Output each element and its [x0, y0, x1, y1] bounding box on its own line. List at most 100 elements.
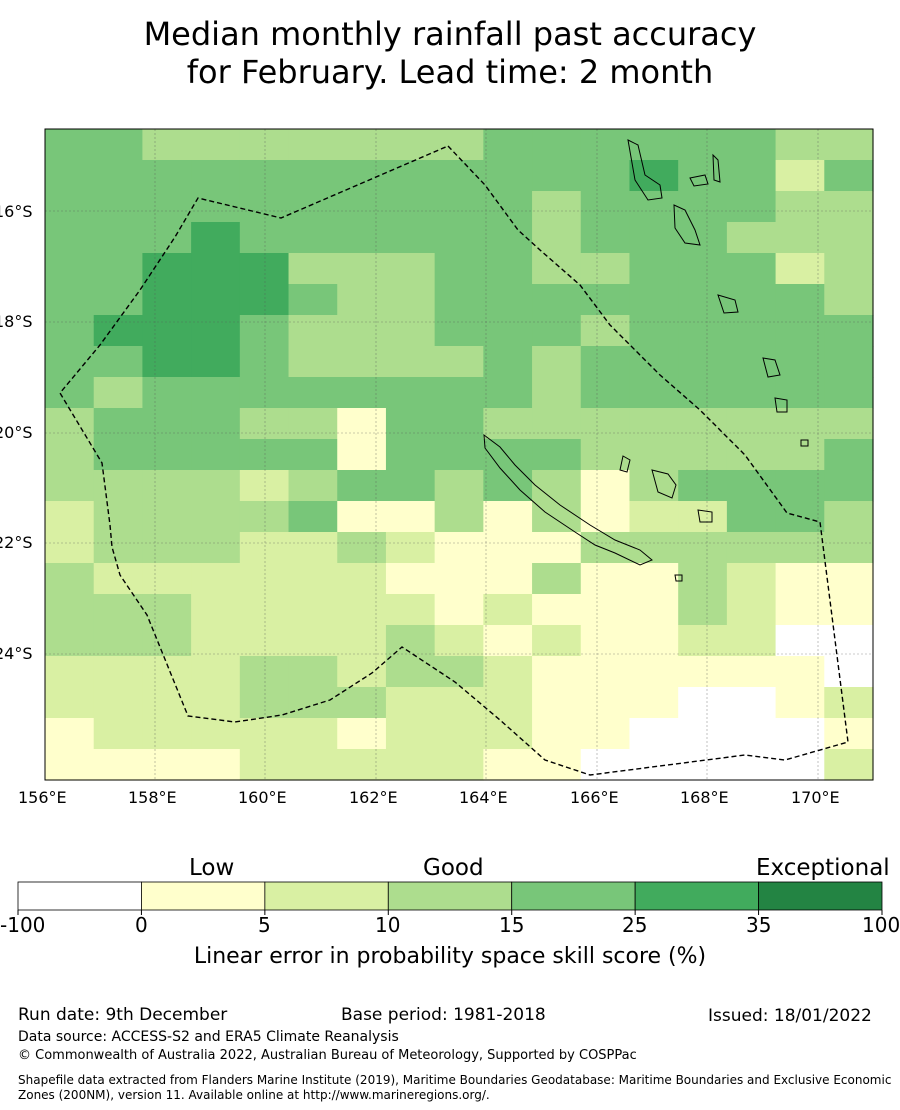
grid-cell — [142, 718, 192, 750]
grid-cell — [434, 718, 484, 750]
grid-cell — [385, 377, 436, 409]
data-source: Data source: ACCESS-S2 and ERA5 Climate … — [18, 1029, 399, 1045]
grid-cell — [337, 687, 387, 719]
colorbar-category-exceptional: Exceptional — [756, 855, 890, 881]
grid-cell — [678, 656, 728, 688]
grid-cell — [191, 439, 241, 471]
grid-cell — [775, 718, 825, 750]
grid-cell — [532, 160, 582, 192]
grid-cell — [532, 253, 582, 285]
grid-cell — [337, 656, 387, 688]
grid-cell — [45, 129, 95, 161]
grid-cell — [629, 656, 679, 688]
grid-cell — [532, 625, 582, 657]
grid-cell — [191, 253, 241, 285]
grid-cell — [580, 160, 631, 192]
grid-cell — [45, 222, 95, 254]
grid-cell — [191, 749, 241, 781]
grid-cell — [337, 222, 387, 254]
grid-cell — [239, 501, 290, 533]
grid-cell — [580, 687, 631, 719]
grid-cell — [191, 129, 241, 161]
grid-cell — [288, 687, 338, 719]
grid-cell — [142, 501, 192, 533]
grid-cell — [385, 253, 436, 285]
grid-cell — [629, 315, 679, 347]
grid-cell — [93, 408, 144, 440]
grid-cell — [580, 191, 631, 223]
grid-cell — [337, 346, 387, 378]
grid-cell — [239, 315, 290, 347]
grid-cell — [191, 625, 241, 657]
grid-cell — [629, 377, 679, 409]
grid-cell — [483, 284, 533, 316]
grid-cell — [678, 501, 728, 533]
grid-cell — [288, 501, 338, 533]
grid-cell — [726, 346, 777, 378]
vanuatu-ambae — [689, 174, 709, 187]
run-date: Run date: 9th December — [18, 1005, 228, 1025]
grid-cell — [629, 687, 679, 719]
grid-cell — [288, 377, 338, 409]
lon-label-166: 166°E — [570, 788, 619, 807]
grid-cell — [678, 563, 728, 595]
grid-cell — [532, 563, 582, 595]
grid-cell — [142, 470, 192, 502]
grid-cell — [288, 315, 338, 347]
grid-cell — [142, 129, 192, 161]
colorbar-tick-25: 25 — [622, 913, 648, 937]
grid-cell — [191, 594, 241, 626]
grid-cell — [288, 656, 338, 688]
vanuatu-malekula — [673, 204, 701, 246]
grid-cell — [385, 501, 436, 533]
grid-cell — [483, 439, 533, 471]
grid-cell — [532, 284, 582, 316]
grid-cell — [483, 377, 533, 409]
grid-cell — [191, 532, 241, 564]
grid-cell — [239, 439, 290, 471]
grid-cell — [288, 594, 338, 626]
grid-cell — [288, 129, 338, 161]
grid-cell — [726, 749, 777, 781]
lat-label-18s: 18°S — [0, 312, 33, 331]
grid-cell — [239, 594, 290, 626]
grid-cell — [532, 377, 582, 409]
grid-cell — [775, 160, 825, 192]
grid-cell — [142, 377, 192, 409]
grid-cell — [483, 253, 533, 285]
skill-grid — [45, 129, 874, 781]
grid-cell — [580, 532, 631, 564]
grid-cell — [337, 191, 387, 223]
colorbar-axis-label: Linear error in probability space skill … — [193, 944, 707, 969]
grid-cell — [532, 718, 582, 750]
grid-cell — [434, 594, 484, 626]
grid-cell — [824, 501, 874, 533]
grid-cell — [483, 129, 533, 161]
issued-date: Issued: 18/01/2022 — [708, 1006, 872, 1026]
grid-cell — [775, 253, 825, 285]
grid-cell — [337, 129, 387, 161]
grid-cell — [142, 408, 192, 440]
grid-cell — [142, 346, 192, 378]
grid-cell — [483, 532, 533, 564]
colorbar-tick-35: 35 — [746, 913, 772, 937]
grid-cell — [629, 284, 679, 316]
grid-cell — [288, 470, 338, 502]
grid-cell — [191, 346, 241, 378]
grid-cell — [93, 191, 144, 223]
grid-cell — [385, 470, 436, 502]
grid-cell — [337, 408, 387, 440]
grid-cell — [678, 594, 728, 626]
grid-cell — [580, 377, 631, 409]
grid-cell — [580, 625, 631, 657]
colorbar-category-good: Good — [423, 855, 484, 881]
grid-cell — [775, 656, 825, 688]
grid-cell — [775, 439, 825, 471]
grid-cell — [191, 687, 241, 719]
grid-cell — [629, 346, 679, 378]
grid-cell — [93, 532, 144, 564]
grid-cell — [45, 625, 95, 657]
grid-cell — [142, 532, 192, 564]
grid-cell — [288, 222, 338, 254]
grid-cell — [434, 501, 484, 533]
